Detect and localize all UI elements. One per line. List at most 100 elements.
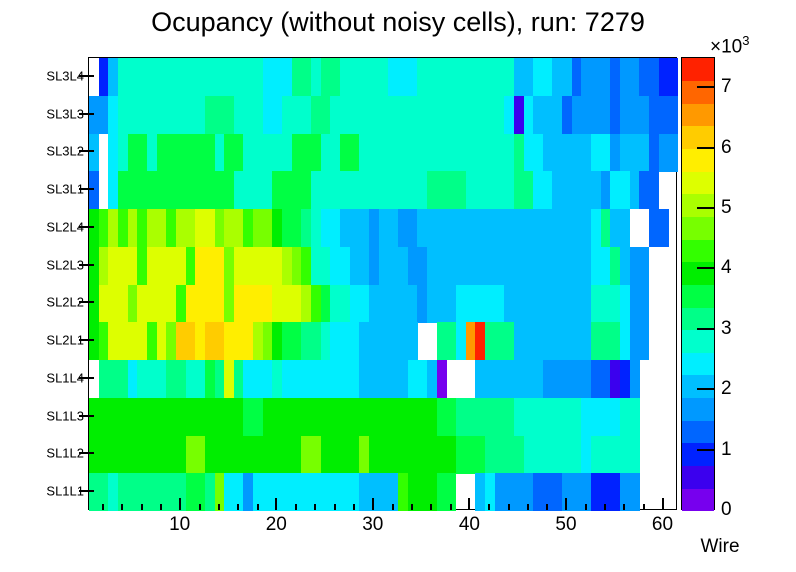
- y-axis-label-sl3l3: SL3L3: [46, 106, 84, 122]
- heatmap-cell: [620, 397, 640, 436]
- heatmap-cell: [426, 246, 592, 285]
- heatmap-cell: [533, 171, 553, 210]
- heatmap-cell: [369, 284, 418, 323]
- y-axis-tick: [79, 188, 94, 191]
- x-axis-minor-tick: [102, 504, 104, 510]
- heatmap-cell: [465, 171, 515, 210]
- heatmap-cell: [291, 284, 302, 323]
- colorbar-band: [682, 261, 714, 285]
- heatmap-cell: [620, 246, 631, 285]
- x-axis-minor-tick: [237, 504, 240, 510]
- x-axis-minor-tick: [623, 504, 626, 510]
- heatmap-cell: [214, 209, 225, 248]
- heatmap-cell: [426, 360, 437, 399]
- heatmap-cell: [591, 322, 621, 361]
- heatmap-cell: [108, 209, 119, 248]
- heatmap-cell: [571, 95, 611, 134]
- heatmap-cell: [484, 322, 515, 361]
- heatmap-cell: [166, 322, 177, 361]
- heatmap-cell: [117, 171, 235, 210]
- heatmap-cell: [204, 322, 225, 361]
- heatmap-cell: [340, 133, 360, 172]
- heatmap-cell: [610, 171, 631, 210]
- y-axis-label-sl2l3: SL2L3: [46, 257, 84, 273]
- heatmap-cell: [475, 473, 486, 512]
- x-axis-minor-tick: [642, 504, 645, 510]
- y-axis-tick: [79, 490, 94, 493]
- heatmap-cell: [98, 284, 129, 323]
- heatmap-cell: [504, 284, 592, 323]
- heatmap-cell: [649, 133, 660, 172]
- heatmap-cell: [262, 322, 273, 361]
- x-axis-title: Wire: [700, 536, 740, 557]
- heatmap-cell: [629, 284, 650, 323]
- heatmap-cell: [89, 435, 186, 474]
- heatmap-cell: [214, 473, 225, 512]
- heatmap-cell: [233, 246, 283, 285]
- heatmap-cell: [620, 58, 640, 97]
- heatmap-cell: [513, 322, 592, 361]
- x-axis-minor-tick: [391, 504, 394, 510]
- heatmap-cell: [591, 246, 611, 285]
- heatmap-cell: [629, 246, 650, 285]
- colorbar-band: [682, 239, 714, 263]
- x-axis-minor-tick: [295, 504, 298, 510]
- heatmap-cell: [388, 58, 418, 97]
- heatmap-cell: [175, 209, 196, 248]
- heatmap-cell: [89, 209, 100, 248]
- heatmap-cell: [320, 133, 341, 172]
- heatmap-cell: [620, 322, 631, 361]
- x-axis-minor-tick: [604, 504, 607, 510]
- heatmap-cell: [591, 209, 602, 248]
- heatmap-cell: [513, 133, 524, 172]
- heatmap-cell: [204, 435, 302, 474]
- x-axis-minor-tick: [488, 504, 491, 510]
- heatmap-cell: [166, 209, 177, 248]
- heatmap-cell: [185, 246, 196, 285]
- colorbar-tick: [697, 448, 714, 451]
- heatmap-cell: [658, 133, 679, 172]
- heatmap-cell: [523, 133, 544, 172]
- heatmap-cell: [311, 246, 331, 285]
- heatmap-cell: [311, 171, 428, 210]
- heatmap-cell: [224, 209, 244, 248]
- heatmap-cell: [378, 209, 399, 248]
- heatmap-cell: [349, 284, 370, 323]
- heatmap-cell: [649, 95, 679, 134]
- heatmap-cell: [301, 209, 312, 248]
- heatmap-cell: [301, 435, 322, 474]
- heatmap-cell: [272, 209, 283, 248]
- heatmap-cell: [137, 284, 177, 323]
- heatmap-cell: [117, 95, 206, 134]
- heatmap-cell: [301, 322, 322, 361]
- y-axis-label-sl3l2: SL3L2: [46, 143, 84, 159]
- heatmap-cell: [127, 284, 138, 323]
- heatmap-cell: [533, 58, 553, 97]
- colorbar-band: [682, 148, 714, 172]
- heatmap-cell: [513, 171, 534, 210]
- heatmap-cell: [320, 58, 341, 97]
- colorbar-tick: [697, 388, 714, 391]
- heatmap-cell: [629, 171, 640, 210]
- heatmap-cell: [253, 473, 360, 512]
- heatmap-cell: [320, 284, 331, 323]
- plot-area: [88, 57, 679, 512]
- heatmap-cell: [243, 473, 254, 512]
- heatmap-cell: [620, 133, 650, 172]
- heatmap-cell: [272, 360, 283, 399]
- heatmap-cell: [311, 58, 322, 97]
- heatmap-cell: [243, 133, 293, 172]
- heatmap-cell: [146, 322, 157, 361]
- y-axis-tick: [79, 301, 94, 304]
- heatmap-cell: [146, 133, 157, 172]
- x-axis-major-tick: [565, 498, 567, 510]
- colorbar-tick-label: 3: [721, 317, 732, 339]
- x-axis-minor-tick: [449, 504, 452, 510]
- y-axis-label-sl2l1: SL2L1: [46, 332, 84, 348]
- x-axis-minor-tick: [314, 504, 317, 510]
- colorbar-exponent-power: 3: [742, 33, 750, 48]
- heatmap-cell: [224, 133, 244, 172]
- heatmap-cell: [620, 95, 650, 134]
- y-axis-tick: [79, 74, 94, 77]
